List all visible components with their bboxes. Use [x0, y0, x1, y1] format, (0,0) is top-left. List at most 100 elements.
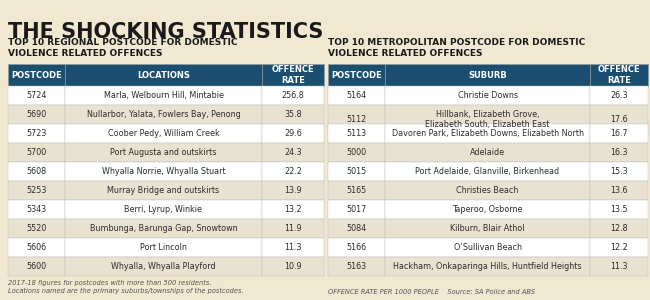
Text: 5113: 5113	[346, 129, 367, 138]
Text: 5723: 5723	[26, 129, 47, 138]
Text: Port Augusta and outskirts: Port Augusta and outskirts	[111, 148, 216, 157]
Bar	[385, 219, 590, 238]
Text: Murray Bridge and outskirts: Murray Bridge and outskirts	[107, 186, 220, 195]
Text: OFFENCE RATE PER 1000 PEOPLE    Source: SA Police and ABS: OFFENCE RATE PER 1000 PEOPLE Source: SA …	[328, 290, 535, 296]
Text: 12.2: 12.2	[610, 243, 628, 252]
Bar	[262, 162, 324, 181]
Bar	[385, 143, 590, 162]
Text: Hillbank, Elizabeth Grove,
Elizabeth South, Elizabeth East: Hillbank, Elizabeth Grove, Elizabeth Sou…	[425, 110, 550, 129]
Bar	[65, 200, 262, 219]
Bar	[590, 86, 648, 105]
Bar	[385, 238, 590, 257]
Bar	[328, 257, 385, 276]
Bar	[590, 257, 648, 276]
Bar	[8, 238, 65, 257]
Text: SUBURB: SUBURB	[468, 70, 507, 80]
Bar	[590, 219, 648, 238]
Bar	[8, 200, 65, 219]
Text: 13.5: 13.5	[610, 205, 628, 214]
Bar	[262, 64, 324, 86]
Bar	[328, 64, 385, 86]
Text: Davoren Park, Elizabeth Downs, Elizabeth North: Davoren Park, Elizabeth Downs, Elizabeth…	[391, 129, 584, 138]
Text: 5700: 5700	[27, 148, 47, 157]
Text: 13.6: 13.6	[610, 186, 628, 195]
Text: Whyalla, Whyalla Playford: Whyalla, Whyalla Playford	[111, 262, 216, 271]
Text: THE SHOCKING STATISTICS: THE SHOCKING STATISTICS	[8, 22, 324, 42]
Text: 5600: 5600	[27, 262, 47, 271]
Bar	[385, 162, 590, 181]
Text: O’Sullivan Beach: O’Sullivan Beach	[454, 243, 521, 252]
Bar	[65, 181, 262, 200]
Bar	[328, 105, 385, 134]
Bar	[65, 238, 262, 257]
Text: Kilburn, Blair Athol: Kilburn, Blair Athol	[450, 224, 525, 233]
Text: 10.9: 10.9	[284, 262, 302, 271]
Text: Port Adelaide, Glanville, Birkenhead: Port Adelaide, Glanville, Birkenhead	[415, 167, 560, 176]
Bar	[328, 238, 385, 257]
Text: 16.3: 16.3	[610, 148, 628, 157]
Bar	[385, 105, 590, 134]
Text: 256.8: 256.8	[281, 91, 304, 100]
Bar	[385, 86, 590, 105]
Bar	[65, 162, 262, 181]
Bar	[65, 143, 262, 162]
Text: 5017: 5017	[346, 205, 367, 214]
Text: 22.2: 22.2	[284, 167, 302, 176]
Text: 24.3: 24.3	[284, 148, 302, 157]
Bar	[65, 105, 262, 124]
Text: Marla, Welbourn Hill, Mintabie: Marla, Welbourn Hill, Mintabie	[103, 91, 224, 100]
Text: OFFENCE
RATE: OFFENCE RATE	[272, 65, 315, 85]
Text: 5084: 5084	[346, 224, 367, 233]
Text: Port Lincoln: Port Lincoln	[140, 243, 187, 252]
Text: Coober Pedy, William Creek: Coober Pedy, William Creek	[108, 129, 220, 138]
Bar	[328, 143, 385, 162]
Text: 26.3: 26.3	[610, 91, 628, 100]
Text: 5606: 5606	[27, 243, 47, 252]
Bar	[65, 86, 262, 105]
Text: 5166: 5166	[346, 243, 367, 252]
Text: Berri, Lyrup, Winkie: Berri, Lyrup, Winkie	[125, 205, 203, 214]
Text: 5164: 5164	[346, 91, 367, 100]
Bar	[8, 124, 65, 143]
Bar	[328, 181, 385, 200]
Text: 11.9: 11.9	[284, 224, 302, 233]
Bar	[328, 162, 385, 181]
Text: Christie Downs: Christie Downs	[458, 91, 517, 100]
Bar	[262, 86, 324, 105]
Bar	[590, 105, 648, 134]
Text: 29.6: 29.6	[284, 129, 302, 138]
Bar	[8, 64, 65, 86]
Text: TOP 10 METROPOLITAN POSTCODE FOR DOMESTIC
VIOLENCE RELATED OFFENCES: TOP 10 METROPOLITAN POSTCODE FOR DOMESTI…	[328, 38, 585, 58]
Bar	[328, 200, 385, 219]
Bar	[590, 238, 648, 257]
Bar	[328, 124, 385, 143]
Text: Hackham, Onkaparinga Hills, Huntfield Heights: Hackham, Onkaparinga Hills, Huntfield He…	[393, 262, 582, 271]
Bar	[65, 64, 262, 86]
Text: 15.3: 15.3	[610, 167, 628, 176]
Text: Whyalla Norrie, Whyalla Stuart: Whyalla Norrie, Whyalla Stuart	[101, 167, 226, 176]
Text: 5112: 5112	[346, 115, 367, 124]
Text: 5000: 5000	[346, 148, 367, 157]
Text: TOP 10 REGIONAL POSTCODE FOR DOMESTIC
VIOLENCE RELATED OFFENCES: TOP 10 REGIONAL POSTCODE FOR DOMESTIC VI…	[8, 38, 237, 58]
Text: OFFENCE
RATE: OFFENCE RATE	[598, 65, 640, 85]
Bar	[65, 257, 262, 276]
Text: Taperoo, Osborne: Taperoo, Osborne	[452, 205, 523, 214]
Bar	[262, 219, 324, 238]
Text: 5163: 5163	[346, 262, 367, 271]
Text: 5520: 5520	[26, 224, 47, 233]
Text: Christies Beach: Christies Beach	[456, 186, 519, 195]
Text: 12.8: 12.8	[610, 224, 628, 233]
Text: 5690: 5690	[27, 110, 47, 119]
Text: 17.6: 17.6	[610, 115, 628, 124]
Text: 2017-18 figures for postcodes with more than 500 residents.
Locations named are : 2017-18 figures for postcodes with more …	[8, 280, 244, 294]
Bar	[8, 219, 65, 238]
Text: 13.2: 13.2	[284, 205, 302, 214]
Text: POSTCODE: POSTCODE	[331, 70, 382, 80]
Bar	[385, 257, 590, 276]
Bar	[590, 64, 648, 86]
Bar	[385, 64, 590, 86]
Text: 11.3: 11.3	[284, 243, 302, 252]
Text: LOCATIONS: LOCATIONS	[137, 70, 190, 80]
Bar	[262, 143, 324, 162]
Text: 5253: 5253	[26, 186, 47, 195]
